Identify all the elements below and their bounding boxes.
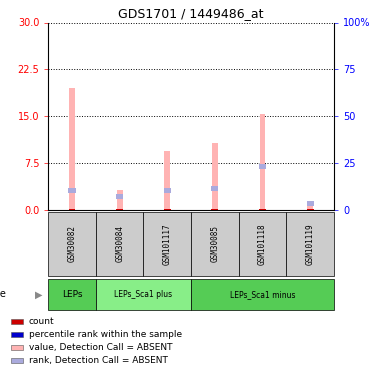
Text: LEPs: LEPs [62,290,82,299]
Text: rank, Detection Call = ABSENT: rank, Detection Call = ABSENT [29,357,168,366]
Bar [11,345,23,350]
Bar [307,209,313,210]
Text: percentile rank within the sample: percentile rank within the sample [29,330,182,339]
Bar [69,88,75,210]
Text: cell type: cell type [0,290,6,299]
Text: count: count [29,317,55,326]
Bar [307,202,313,210]
Bar [48,212,96,276]
Bar [164,188,171,192]
Bar [306,201,313,206]
Bar [212,143,218,210]
Text: GSM30082: GSM30082 [68,225,76,262]
Text: ▶: ▶ [35,290,43,299]
Text: LEPs_Sca1 plus: LEPs_Sca1 plus [114,290,173,299]
Bar [48,279,96,310]
Bar [211,186,219,191]
Bar [11,332,23,337]
Bar [96,279,191,310]
Bar [116,209,123,210]
Text: value, Detection Call = ABSENT: value, Detection Call = ABSENT [29,344,172,352]
Bar [211,209,218,210]
Bar [260,114,265,210]
Text: GSM30085: GSM30085 [210,225,219,262]
Bar [96,212,144,276]
Bar [117,190,122,210]
Bar [259,164,266,170]
Bar [164,151,170,210]
Text: GSM101117: GSM101117 [163,223,172,265]
Bar [116,194,123,199]
Text: GSM101118: GSM101118 [258,223,267,265]
Bar [259,209,266,210]
Text: LEPs_Sca1 minus: LEPs_Sca1 minus [230,290,295,299]
Bar [164,209,171,210]
Bar [69,209,75,210]
Bar [144,212,191,276]
Bar [239,212,286,276]
Text: GSM101119: GSM101119 [306,223,315,265]
Bar [69,188,76,192]
Bar [11,358,23,363]
Bar [191,212,239,276]
Bar [191,279,334,310]
Bar [11,319,23,324]
Title: GDS1701 / 1449486_at: GDS1701 / 1449486_at [118,7,264,20]
Text: GSM30084: GSM30084 [115,225,124,262]
Bar [286,212,334,276]
